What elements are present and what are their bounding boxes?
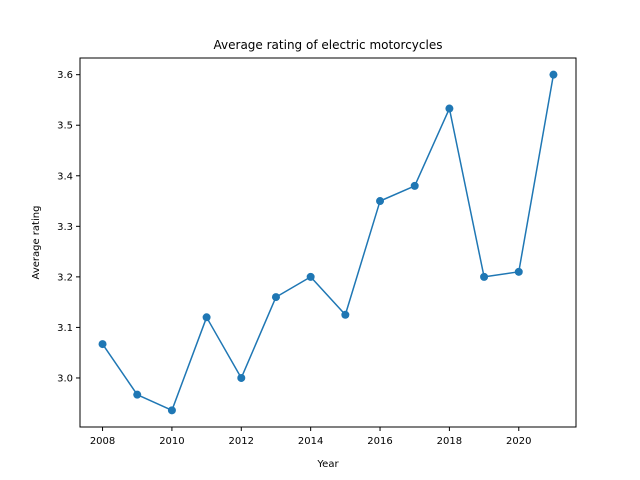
y-axis-label: Average rating [31, 206, 42, 280]
data-point [549, 70, 558, 79]
y-tick-label: 3.4 [57, 171, 73, 182]
axes-frame [79, 57, 577, 428]
data-point [341, 310, 350, 319]
data-point [271, 293, 280, 302]
y-tick-label: 3.6 [57, 70, 73, 81]
data-point [514, 267, 523, 276]
data-point [202, 313, 211, 322]
y-tick-label: 3.5 [57, 121, 73, 132]
x-tick-label: 2020 [506, 436, 531, 447]
x-axis-label: Year [316, 459, 339, 470]
x-tick-label: 2014 [298, 436, 323, 447]
y-tick-label: 3.3 [57, 222, 73, 233]
chart-title: Average rating of electric motorcycles [214, 38, 443, 52]
data-point [445, 104, 454, 113]
data-point [237, 373, 246, 382]
data-point [167, 406, 176, 415]
y-tick-label: 3.1 [57, 323, 73, 334]
x-tick-label: 2012 [229, 436, 254, 447]
x-tick-label: 2018 [437, 436, 462, 447]
data-point [98, 340, 107, 349]
data-point [133, 390, 142, 399]
data-point [410, 181, 419, 190]
x-tick-label: 2010 [159, 436, 184, 447]
data-point [306, 272, 315, 281]
x-tick-label: 2008 [90, 436, 115, 447]
series-line [101, 74, 555, 412]
y-tick-label: 3.0 [57, 373, 73, 384]
data-point [480, 272, 489, 281]
x-tick-label: 2016 [367, 436, 392, 447]
data-point [376, 197, 385, 206]
plot-area: 2008 2010 2012 2014 2016 2018 2020 3.0 3.1 3.2 3.3… [57, 70, 558, 447]
y-tick-label: 3.2 [57, 272, 73, 283]
